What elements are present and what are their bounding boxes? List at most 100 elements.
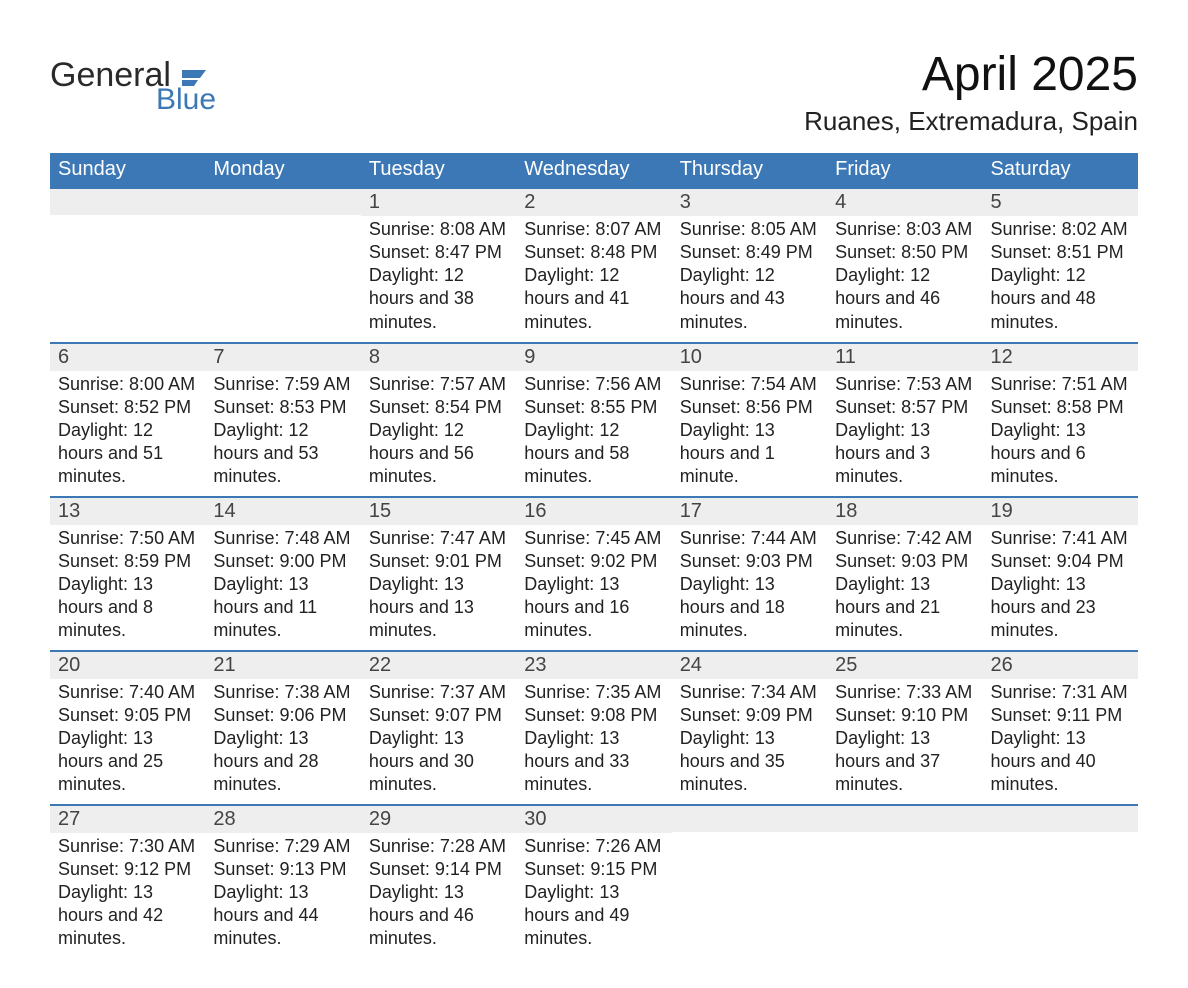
sunset-value: 8:54 PM [435,397,502,417]
sunrise-value: 7:44 AM [751,528,817,548]
sunrise-value: 7:30 AM [129,836,195,856]
day-number: 15 [361,498,516,525]
day-number: 7 [205,344,360,371]
sunset-label: Sunset: [991,397,1057,417]
sunset-line: Sunset: 9:03 PM [680,550,819,573]
day-number: 20 [50,652,205,679]
daylight-line: Daylight: 13 hours and 11 minutes. [213,573,352,642]
day-info: Sunrise: 7:44 AMSunset: 9:03 PMDaylight:… [672,525,827,650]
sunrise-value: 7:38 AM [284,682,350,702]
sunrise-value: 7:28 AM [440,836,506,856]
day-number: 2 [516,189,671,216]
sunset-line: Sunset: 9:10 PM [835,704,974,727]
sunrise-value: 7:51 AM [1062,374,1128,394]
sunrise-label: Sunrise: [835,374,906,394]
daylight-line: Daylight: 13 hours and 33 minutes. [524,727,663,796]
calendar-cell [50,188,205,342]
sunset-label: Sunset: [991,242,1057,262]
sunset-label: Sunset: [524,242,590,262]
daylight-label: Daylight: [991,265,1066,285]
sunset-line: Sunset: 8:59 PM [58,550,197,573]
sunset-value: 9:06 PM [279,705,346,725]
sunrise-value: 8:03 AM [906,219,972,239]
sunset-label: Sunset: [58,397,124,417]
day-info: Sunrise: 8:08 AMSunset: 8:47 PMDaylight:… [361,216,516,341]
sunrise-label: Sunrise: [680,682,751,702]
sunset-line: Sunset: 9:11 PM [991,704,1130,727]
calendar-cell: 25Sunrise: 7:33 AMSunset: 9:10 PMDayligh… [827,651,982,805]
calendar-cell: 21Sunrise: 7:38 AMSunset: 9:06 PMDayligh… [205,651,360,805]
sunrise-label: Sunrise: [58,836,129,856]
day-number: 25 [827,652,982,679]
day-info: Sunrise: 7:50 AMSunset: 8:59 PMDaylight:… [50,525,205,650]
day-info: Sunrise: 7:42 AMSunset: 9:03 PMDaylight:… [827,525,982,650]
calendar-cell: 27Sunrise: 7:30 AMSunset: 9:12 PMDayligh… [50,805,205,958]
daylight-line: Daylight: 12 hours and 41 minutes. [524,264,663,333]
sunset-label: Sunset: [58,551,124,571]
day-number: 10 [672,344,827,371]
sunrise-value: 7:47 AM [440,528,506,548]
day-info: Sunrise: 7:59 AMSunset: 8:53 PMDaylight:… [205,371,360,496]
sunset-line: Sunset: 9:05 PM [58,704,197,727]
sunset-value: 9:15 PM [590,859,657,879]
sunrise-line: Sunrise: 7:35 AM [524,681,663,704]
sunrise-line: Sunrise: 7:48 AM [213,527,352,550]
daylight-line: Daylight: 13 hours and 18 minutes. [680,573,819,642]
daylight-label: Daylight: [369,420,444,440]
sunset-value: 8:55 PM [590,397,657,417]
sunrise-value: 7:42 AM [906,528,972,548]
sunrise-value: 7:29 AM [284,836,350,856]
sunrise-label: Sunrise: [835,682,906,702]
calendar-cell: 6Sunrise: 8:00 AMSunset: 8:52 PMDaylight… [50,343,205,497]
sunrise-value: 7:37 AM [440,682,506,702]
calendar-cell: 3Sunrise: 8:05 AMSunset: 8:49 PMDaylight… [672,188,827,342]
sunrise-line: Sunrise: 7:57 AM [369,373,508,396]
sunset-value: 9:08 PM [590,705,657,725]
sunrise-label: Sunrise: [680,219,751,239]
calendar-body: 1Sunrise: 8:08 AMSunset: 8:47 PMDaylight… [50,188,1138,958]
sunset-label: Sunset: [369,397,435,417]
calendar-cell: 8Sunrise: 7:57 AMSunset: 8:54 PMDaylight… [361,343,516,497]
sunset-label: Sunset: [58,859,124,879]
sunrise-value: 7:48 AM [284,528,350,548]
sunrise-label: Sunrise: [213,374,284,394]
calendar-table: SundayMondayTuesdayWednesdayThursdayFrid… [50,153,1138,958]
sunset-line: Sunset: 9:01 PM [369,550,508,573]
sunrise-line: Sunrise: 7:33 AM [835,681,974,704]
day-number: 4 [827,189,982,216]
daylight-line: Daylight: 13 hours and 35 minutes. [680,727,819,796]
daylight-label: Daylight: [991,574,1066,594]
calendar-cell: 1Sunrise: 8:08 AMSunset: 8:47 PMDaylight… [361,188,516,342]
sunrise-line: Sunrise: 8:03 AM [835,218,974,241]
sunset-label: Sunset: [991,551,1057,571]
daynum-empty [50,189,205,215]
calendar-cell: 17Sunrise: 7:44 AMSunset: 9:03 PMDayligh… [672,497,827,651]
day-info: Sunrise: 7:41 AMSunset: 9:04 PMDaylight:… [983,525,1138,650]
sunset-line: Sunset: 9:04 PM [991,550,1130,573]
day-info: Sunrise: 7:38 AMSunset: 9:06 PMDaylight:… [205,679,360,804]
calendar-cell [983,805,1138,958]
sunset-line: Sunset: 8:52 PM [58,396,197,419]
location-text: Ruanes, Extremadura, Spain [804,106,1138,137]
sunrise-line: Sunrise: 7:41 AM [991,527,1130,550]
daylight-line: Daylight: 13 hours and 37 minutes. [835,727,974,796]
flag-icon [182,58,212,92]
sunset-label: Sunset: [835,705,901,725]
day-header: Saturday [983,153,1138,188]
page-header: General Blue April 2025 Ruanes, Extremad… [50,50,1138,137]
sunset-line: Sunset: 9:15 PM [524,858,663,881]
calendar-page: General Blue April 2025 Ruanes, Extremad… [0,0,1188,988]
day-info: Sunrise: 7:51 AMSunset: 8:58 PMDaylight:… [983,371,1138,496]
sunset-value: 9:11 PM [1057,705,1123,725]
sunrise-label: Sunrise: [524,682,595,702]
sunset-value: 9:00 PM [279,551,346,571]
day-info: Sunrise: 7:57 AMSunset: 8:54 PM Daylight:… [361,371,516,496]
sunrise-value: 7:26 AM [595,836,661,856]
sunset-line: Sunset: 8:51 PM [991,241,1130,264]
day-number: 18 [827,498,982,525]
sunset-value: 9:04 PM [1057,551,1124,571]
daylight-line: Daylight: 13 hours and 40 minutes. [991,727,1130,796]
sunrise-label: Sunrise: [213,836,284,856]
sunrise-value: 8:07 AM [595,219,661,239]
day-number: 14 [205,498,360,525]
